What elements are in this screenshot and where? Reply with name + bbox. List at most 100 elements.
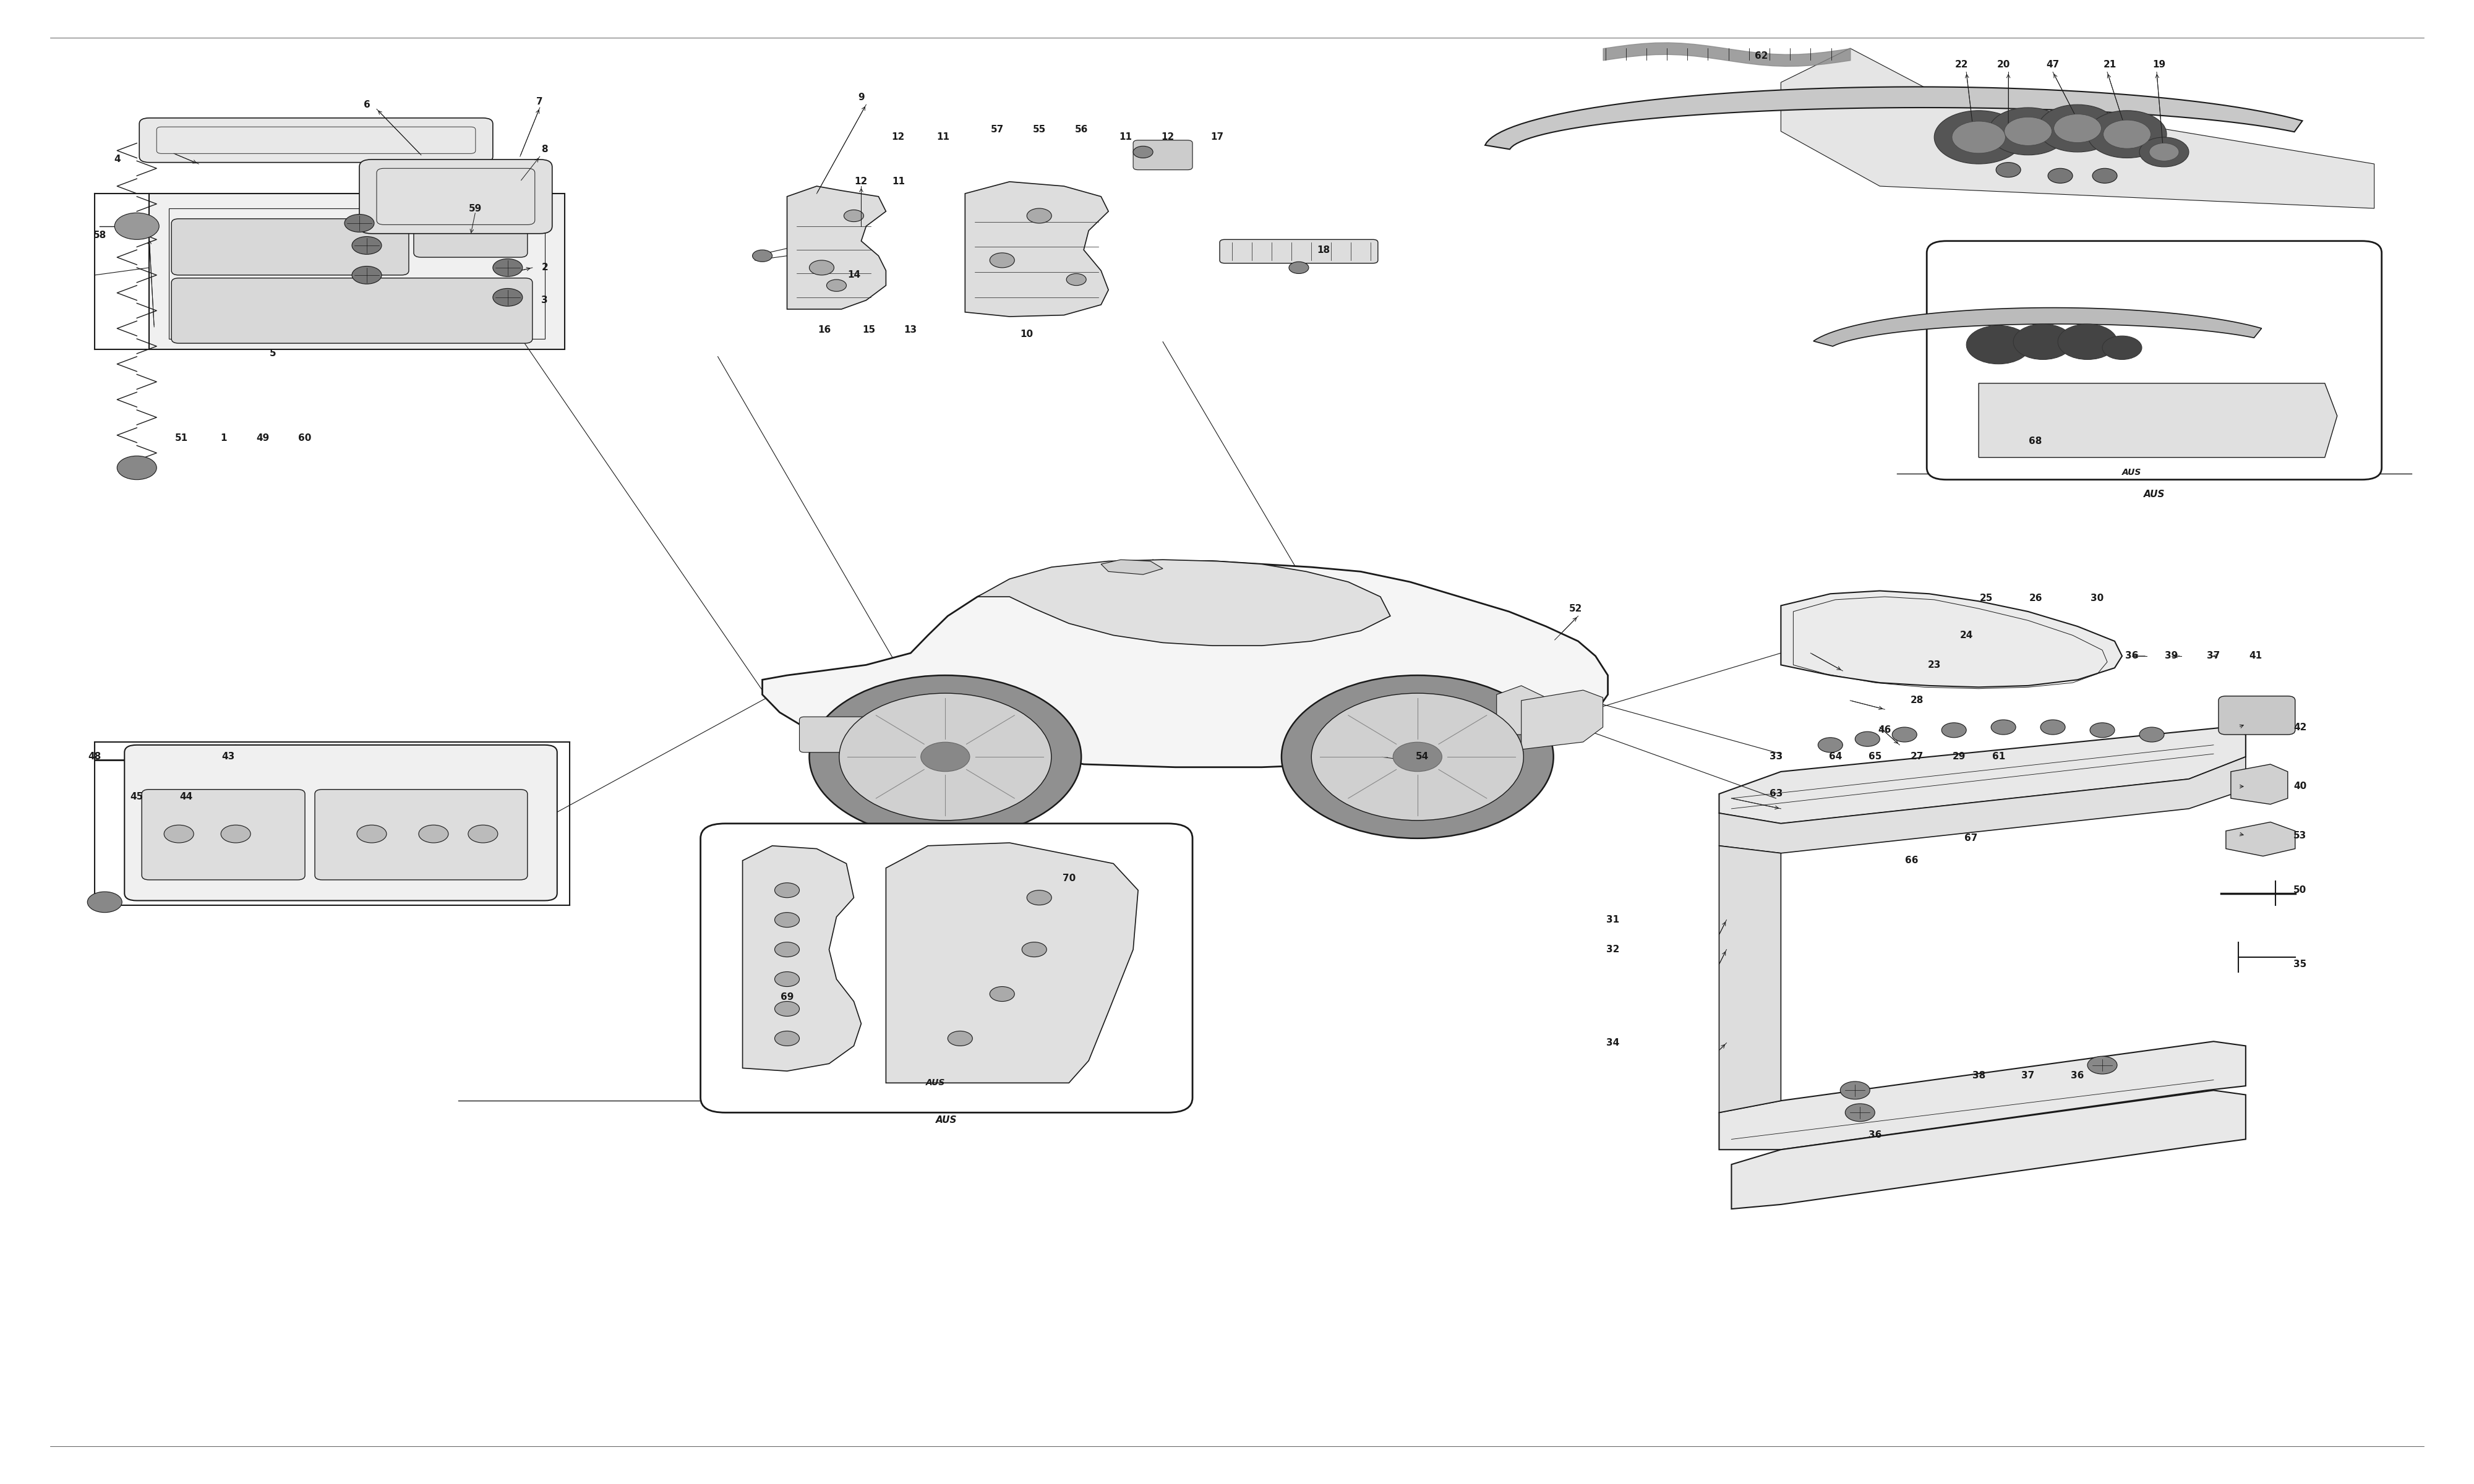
Text: 49: 49 <box>257 433 270 442</box>
Text: 36: 36 <box>1868 1131 1880 1140</box>
Polygon shape <box>1979 383 2338 457</box>
Text: 8: 8 <box>542 144 549 154</box>
Circle shape <box>492 258 522 276</box>
FancyBboxPatch shape <box>700 824 1192 1113</box>
FancyBboxPatch shape <box>171 218 408 275</box>
Polygon shape <box>762 561 1608 767</box>
Polygon shape <box>2227 822 2296 856</box>
Text: 20: 20 <box>1997 59 2009 70</box>
Circle shape <box>990 987 1014 1002</box>
Circle shape <box>220 825 250 843</box>
Circle shape <box>2093 168 2118 183</box>
Text: 18: 18 <box>1316 245 1331 255</box>
Text: 26: 26 <box>2029 594 2041 603</box>
Polygon shape <box>1719 846 1781 1113</box>
Circle shape <box>752 249 772 261</box>
Circle shape <box>351 236 381 254</box>
Text: 11: 11 <box>891 177 905 187</box>
Polygon shape <box>886 843 1138 1083</box>
Text: 35: 35 <box>2293 960 2306 969</box>
Text: 31: 31 <box>1606 916 1620 925</box>
Text: 5: 5 <box>270 349 277 358</box>
Circle shape <box>774 942 799 957</box>
Circle shape <box>418 825 448 843</box>
Text: 46: 46 <box>1878 726 1890 735</box>
FancyBboxPatch shape <box>1220 239 1378 263</box>
Text: 60: 60 <box>299 433 312 442</box>
Text: 11: 11 <box>935 132 950 142</box>
Circle shape <box>2140 727 2165 742</box>
Circle shape <box>116 456 156 479</box>
FancyBboxPatch shape <box>124 745 557 901</box>
Text: 41: 41 <box>2249 651 2261 660</box>
Text: 2: 2 <box>542 263 549 272</box>
Text: 1: 1 <box>220 433 228 442</box>
Circle shape <box>2053 114 2100 142</box>
Text: 48: 48 <box>89 752 101 761</box>
Text: 22: 22 <box>1954 59 1967 70</box>
Text: 3: 3 <box>542 295 549 304</box>
Circle shape <box>1997 162 2021 177</box>
Circle shape <box>2103 335 2142 359</box>
Circle shape <box>1818 738 1843 752</box>
Text: 69: 69 <box>779 993 794 1002</box>
Circle shape <box>1893 727 1917 742</box>
FancyBboxPatch shape <box>359 159 552 233</box>
Circle shape <box>344 214 374 232</box>
Text: 40: 40 <box>2293 782 2306 791</box>
Text: 56: 56 <box>1074 125 1089 135</box>
Polygon shape <box>1497 686 1546 735</box>
Polygon shape <box>1781 49 2375 208</box>
Circle shape <box>87 892 121 913</box>
Circle shape <box>1282 675 1554 838</box>
Circle shape <box>844 209 863 221</box>
Circle shape <box>774 1002 799 1017</box>
FancyBboxPatch shape <box>139 117 492 162</box>
Text: 44: 44 <box>181 792 193 801</box>
FancyBboxPatch shape <box>413 211 527 257</box>
Circle shape <box>2048 168 2073 183</box>
Polygon shape <box>1732 1091 2246 1209</box>
Text: 21: 21 <box>2103 59 2115 70</box>
Text: 39: 39 <box>2165 651 2177 660</box>
Text: 4: 4 <box>114 154 121 165</box>
Text: 54: 54 <box>1415 752 1430 761</box>
Text: 55: 55 <box>1032 125 1047 135</box>
Text: 68: 68 <box>2029 436 2041 445</box>
Polygon shape <box>1719 727 2246 824</box>
Text: 27: 27 <box>1910 752 1922 761</box>
Polygon shape <box>1101 559 1163 574</box>
Text: 45: 45 <box>131 792 143 801</box>
Text: 29: 29 <box>1952 752 1964 761</box>
Polygon shape <box>1719 1042 2246 1150</box>
Text: AUS: AUS <box>2142 490 2165 499</box>
Text: 52: 52 <box>1569 604 1583 613</box>
Circle shape <box>920 742 970 772</box>
Text: 36: 36 <box>2125 651 2138 660</box>
Circle shape <box>1952 122 2006 153</box>
Circle shape <box>809 260 834 275</box>
Circle shape <box>774 913 799 927</box>
FancyBboxPatch shape <box>1927 240 2382 479</box>
Text: 12: 12 <box>1160 132 1175 142</box>
Circle shape <box>1942 723 1967 738</box>
Text: 50: 50 <box>2293 886 2306 895</box>
Text: 28: 28 <box>1910 696 1922 705</box>
Text: 16: 16 <box>816 325 831 334</box>
Text: 38: 38 <box>1972 1071 1984 1080</box>
Text: 7: 7 <box>537 96 544 107</box>
Circle shape <box>468 825 497 843</box>
Text: 58: 58 <box>94 230 106 240</box>
Circle shape <box>1992 720 2016 735</box>
Polygon shape <box>1813 307 2261 346</box>
Circle shape <box>948 1031 972 1046</box>
Circle shape <box>2004 117 2051 145</box>
Text: 37: 37 <box>2207 651 2219 660</box>
Circle shape <box>2088 110 2167 157</box>
Text: 70: 70 <box>1061 874 1076 883</box>
Circle shape <box>1856 732 1880 746</box>
Text: 62: 62 <box>1754 50 1769 61</box>
Circle shape <box>809 675 1081 838</box>
Polygon shape <box>1484 88 2303 150</box>
Text: 10: 10 <box>1019 329 1034 338</box>
